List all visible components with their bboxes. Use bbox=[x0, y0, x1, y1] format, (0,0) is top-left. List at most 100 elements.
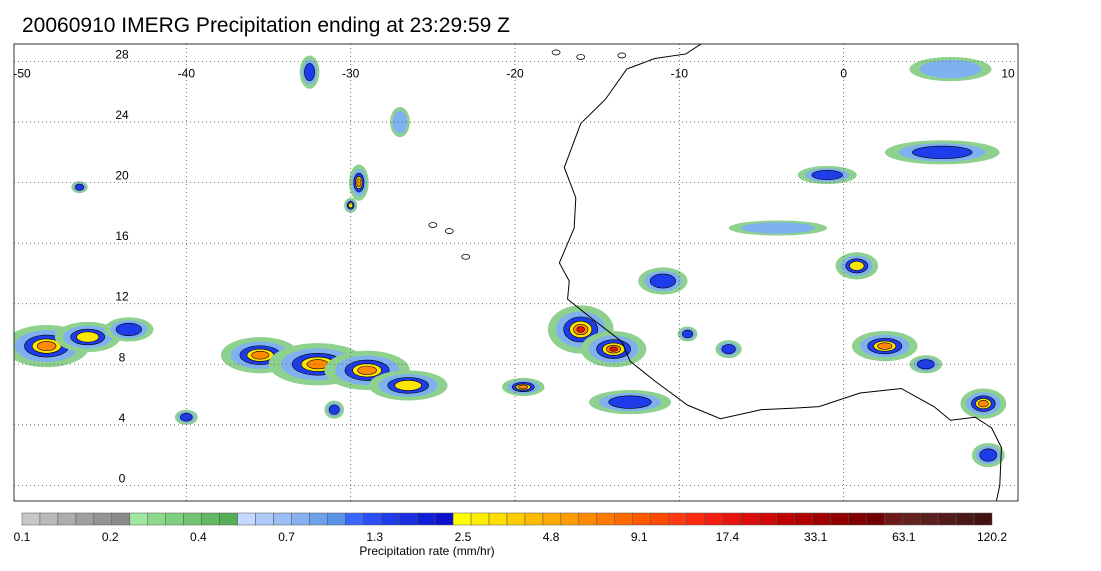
rain-cell bbox=[589, 390, 672, 415]
rain-cell bbox=[960, 388, 1007, 419]
colorbar-swatch bbox=[434, 512, 454, 526]
colorbar-swatch bbox=[345, 512, 364, 526]
island-outline bbox=[444, 228, 454, 234]
rain-cell bbox=[104, 317, 154, 342]
colorbar: 0.1 0.2 0.4 0.7 1.3 2.5 4.8 9.1 17.4 33.1 63.1 120.… bbox=[14, 512, 1007, 558]
colorbar-swatch bbox=[578, 512, 598, 526]
rain-cell-ring bbox=[304, 63, 316, 82]
island-outline bbox=[576, 54, 586, 60]
rain-cell-ring bbox=[979, 448, 998, 462]
island-outline bbox=[461, 253, 471, 260]
colorbar-swatch bbox=[398, 512, 418, 526]
lon-tick-label: -10 bbox=[671, 67, 689, 81]
rain-cell bbox=[715, 340, 742, 359]
colorbar-swatch bbox=[722, 512, 741, 526]
lat-tick-label: 4 bbox=[119, 411, 126, 425]
lat-tick-label: 20 bbox=[115, 169, 129, 183]
colorbar-swatch bbox=[183, 512, 202, 526]
colorbar-swatch bbox=[524, 512, 544, 526]
rain-cell-ring bbox=[348, 202, 354, 209]
map-title: 20060910 IMERG Precipitation ending at 2… bbox=[22, 14, 510, 37]
colorbar-swatch bbox=[848, 512, 867, 526]
rain-cell-ring bbox=[328, 404, 340, 415]
rain-cell bbox=[580, 331, 647, 368]
colorbar-tick-label: 0.4 bbox=[190, 530, 207, 544]
colorbar-swatch bbox=[560, 512, 580, 526]
colorbar-swatch bbox=[740, 512, 759, 526]
island-outline bbox=[617, 52, 627, 59]
rain-cell bbox=[728, 220, 828, 236]
lat-tick-label: 28 bbox=[115, 48, 129, 62]
rain-cell bbox=[54, 321, 121, 353]
colorbar-swatch bbox=[919, 512, 939, 526]
coastline bbox=[558, 44, 1002, 501]
rain-cell-ring bbox=[649, 273, 676, 289]
island-outline bbox=[428, 222, 438, 228]
colorbar-tick-label: 0.1 bbox=[14, 530, 31, 544]
colorbar-swatch bbox=[237, 512, 256, 526]
rain-cell bbox=[835, 252, 879, 280]
plot-area bbox=[14, 44, 1018, 501]
rain-cell-ring bbox=[76, 331, 100, 343]
colorbar-swatch bbox=[866, 512, 885, 526]
colorbar-tick-label: 1.3 bbox=[366, 530, 383, 544]
rain-cell-ring bbox=[115, 322, 142, 337]
rain-cell bbox=[299, 55, 320, 89]
rain-cell-ring bbox=[180, 413, 193, 422]
rain-cell bbox=[909, 57, 992, 82]
rain-cell-ring bbox=[392, 110, 408, 134]
colorbar-tick-label: 120.2 bbox=[977, 530, 1007, 544]
colorbar-swatch bbox=[668, 512, 687, 526]
colorbar-swatch bbox=[21, 512, 41, 526]
colorbar-swatch bbox=[93, 512, 113, 526]
rain-cell-ring bbox=[877, 342, 893, 350]
colorbar-tick-label: 9.1 bbox=[631, 530, 648, 544]
colorbar-swatch bbox=[470, 512, 490, 526]
lat-tick-label: 0 bbox=[119, 471, 126, 485]
colorbar-swatch bbox=[291, 512, 310, 526]
colorbar-label: Precipitation rate (mm/hr) bbox=[359, 544, 494, 558]
lat-tick-label: 8 bbox=[119, 350, 126, 364]
colorbar-tick-label: 63.1 bbox=[892, 530, 916, 544]
lat-tick-label: 16 bbox=[115, 229, 129, 243]
lon-tick-label: -30 bbox=[342, 67, 360, 81]
rain-cell-ring bbox=[609, 346, 618, 352]
colorbar-swatch bbox=[596, 512, 616, 526]
rain-cell-ring bbox=[608, 395, 652, 409]
colorbar-swatch bbox=[506, 512, 526, 526]
rain-cell bbox=[71, 181, 88, 194]
colorbar-swatch bbox=[686, 512, 705, 526]
colorbar-tick-label: 2.5 bbox=[455, 530, 472, 544]
lon-tick-label: 0 bbox=[840, 67, 847, 81]
rain-cell-ring bbox=[721, 344, 736, 355]
colorbar-swatch bbox=[776, 512, 795, 526]
colorbar-swatch bbox=[416, 512, 436, 526]
colorbar-swatch bbox=[794, 512, 813, 526]
lon-tick-label: 10 bbox=[1001, 67, 1015, 81]
colorbar-swatch bbox=[704, 512, 723, 526]
lon-tick-label: -20 bbox=[506, 67, 524, 81]
island-outline bbox=[551, 49, 561, 56]
colorbar-swatch bbox=[381, 512, 400, 526]
rain-cell bbox=[368, 370, 448, 401]
rain-cell-ring bbox=[74, 183, 85, 191]
lat-tick-label: 12 bbox=[115, 290, 129, 304]
colorbar-swatch bbox=[147, 512, 166, 526]
colorbar-tick-label: 4.8 bbox=[543, 530, 560, 544]
colorbar-tick-label: 17.4 bbox=[716, 530, 740, 544]
rain-cell-ring bbox=[36, 341, 57, 352]
lon-tick-label: -50 bbox=[13, 67, 31, 81]
colorbar-swatch bbox=[452, 512, 472, 526]
colorbar-swatch bbox=[937, 512, 957, 526]
rain-cell-ring bbox=[849, 260, 865, 271]
rain-cell-ring bbox=[917, 359, 935, 370]
rain-cell-ring bbox=[251, 350, 270, 360]
rain-cell bbox=[909, 355, 943, 374]
colorbar-swatch bbox=[129, 512, 148, 526]
rain-cell-ring bbox=[394, 380, 422, 391]
colorbar-swatch bbox=[830, 512, 849, 526]
colorbar-tick-label: 33.1 bbox=[804, 530, 828, 544]
colorbar-swatch bbox=[75, 512, 95, 526]
colorbar-swatch bbox=[650, 512, 669, 526]
